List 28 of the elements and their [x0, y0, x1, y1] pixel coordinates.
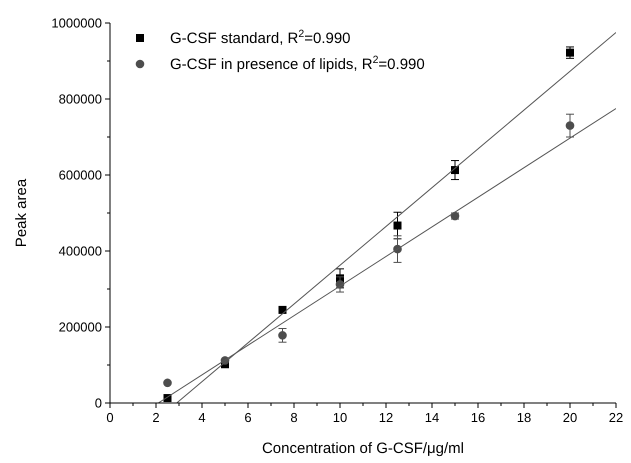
x-tick-label: 22: [608, 410, 624, 425]
x-tick-label: 6: [244, 410, 252, 425]
x-tick-label: 20: [562, 410, 578, 425]
y-tick-label: 600000: [58, 168, 102, 182]
x-tick-label: 10: [332, 410, 348, 425]
point: [566, 48, 574, 57]
x-tick-label: 4: [198, 410, 206, 425]
point: [394, 222, 402, 230]
x-tick-label: 2: [152, 410, 160, 425]
y-tick-label: 1000000: [51, 16, 102, 30]
point: [278, 331, 287, 340]
x-tick-label: 12: [378, 410, 394, 425]
x-tick-label: 16: [470, 410, 486, 425]
legend-label: G-CSF standard, R$^{2}$=0.990: [170, 28, 351, 47]
x-tick-label: 8: [290, 410, 298, 425]
y-axis-title: Peak area: [13, 178, 30, 248]
y-tick-label: 0: [94, 396, 102, 410]
point: [278, 306, 286, 314]
x-tick-label: 14: [424, 410, 440, 425]
y-tick-label: 800000: [58, 92, 102, 106]
y-tick-label: 400000: [58, 244, 102, 258]
legend-label: G-CSF in presence of lipids, R$^{2}$=0.990: [170, 54, 425, 73]
point: [566, 121, 574, 130]
y-tick-label: 200000: [58, 320, 102, 334]
x-axis-title: Concentration of G-CSF/μg/ml: [262, 440, 464, 457]
point: [163, 378, 172, 388]
x-tick-label: 0: [106, 410, 114, 425]
x-tick-label: 18: [516, 410, 532, 425]
